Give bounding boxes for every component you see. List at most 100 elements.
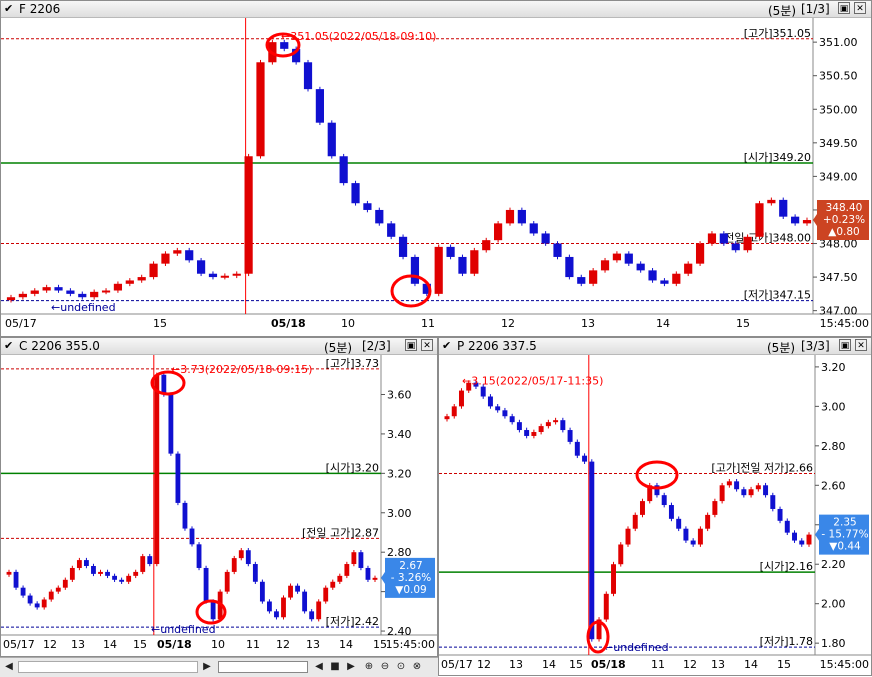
candle-body [470,250,479,274]
candle-body [466,382,472,391]
x-tick-label: 13 [509,658,523,671]
candle-body [147,556,153,565]
page-indicator: [2/3] [362,339,391,353]
x-tick-label: 05/18 [591,658,626,671]
x-tick-label: 11 [421,317,435,330]
panel-check-icon[interactable]: ✔ [4,339,14,352]
candle-body [495,406,501,411]
candle-body [90,291,99,298]
stop-icon[interactable]: ■ [330,661,340,672]
candle-body [196,260,206,274]
scroll-track[interactable] [18,661,198,673]
x-tick-label: 15 [736,317,750,330]
candle-body [565,256,574,278]
x-tick-label: 14 [542,658,556,671]
candle-body [755,485,761,490]
x-tick-label: 13 [581,317,595,330]
price-badge-text: 2.35 [833,517,856,529]
candle-body [684,263,693,274]
candle-body [516,422,522,431]
last-time-label: 15:45:00 [386,638,435,651]
y-tick-label: 350.50 [819,70,858,83]
panel-title: P 2206 337.5 [457,339,537,353]
zoom-reset-icon[interactable]: ⊗ [412,661,422,672]
scroll-slider[interactable] [218,661,308,673]
candle-body [18,293,27,298]
candle-body [55,587,61,592]
zoom-out-icon[interactable]: ⊖ [380,661,390,672]
candle-body [802,220,812,224]
candle-body [288,585,293,598]
maximize-icon[interactable]: ▣ [839,339,851,351]
candle-body [695,243,705,264]
x-tick-label: 12 [477,658,491,671]
y-tick-label: 3.60 [387,388,412,401]
y-tick-label: 2.20 [821,558,846,571]
candle-body [137,277,146,281]
close-icon[interactable]: ✕ [421,339,433,351]
close-icon[interactable]: ✕ [855,339,867,351]
x-tick-label: 10 [341,317,355,330]
candle-body [541,233,550,244]
y-tick-label: 347.50 [819,271,858,284]
panel-check-icon[interactable]: ✔ [4,2,14,15]
candle-body [323,587,329,602]
candle-body [647,485,653,502]
candlestick-chart[interactable]: 351.00350.50350.00349.50349.00348.50348.… [1,18,871,337]
level-label: [시가]349.20 [744,151,811,164]
price-badge-text: +0.23% [823,214,865,226]
candle-body [224,571,230,592]
candle-body [161,374,167,395]
candle-body [78,293,87,298]
level-label: [고가]3.73 [326,357,379,370]
panel-titlebar: ✔ P 2206 337.5 (5분) [3/3] ▣ ✕ [439,338,871,355]
candle-body [365,567,371,580]
candle-body [84,560,89,566]
candle-body [154,374,160,565]
y-tick-label: 349.00 [819,170,858,183]
zoom-fit-icon[interactable]: ⊙ [396,661,406,672]
y-tick-label: 347.00 [819,305,858,318]
x-tick-label: 13 [71,638,85,651]
maximize-icon[interactable]: ▣ [405,339,417,351]
candle-body [672,273,681,284]
panel-check-icon[interactable]: ✔ [442,339,452,352]
interval-label: (5분) [324,341,353,355]
scroll-right-icon[interactable]: ▶ [203,661,211,672]
candle-body [398,236,408,257]
panel-title: C 2206 355.0 [19,339,100,353]
candle-body [748,489,754,496]
maximize-icon[interactable]: ▣ [838,2,850,14]
candlestick-chart[interactable]: 3.203.002.802.602.402.202.001.80[고가]전일 저… [439,355,871,676]
zoom-in-icon[interactable]: ⊕ [364,661,374,672]
candle-body [232,273,241,276]
candle-body [168,394,174,454]
candle-body [697,528,703,545]
next-icon[interactable]: ▶ [347,661,355,672]
candle-body [632,514,638,529]
scroll-left-icon[interactable]: ◀ [5,661,13,672]
candle-body [42,287,51,291]
high-annotation: ←351.05(2022/05/18-09:10) [281,30,436,43]
x-tick-label: 12 [683,658,697,671]
candle-body [91,566,96,574]
candle-body [502,410,508,417]
candle-body [719,233,728,244]
candle-body [327,122,336,157]
prev-icon[interactable]: ◀ [315,661,323,672]
level-label: [저가]2.42 [326,615,379,628]
candlestick-chart[interactable]: 3.603.403.203.002.802.602.40[고가]3.73[시가]… [1,355,437,657]
x-tick-label: 14 [656,317,670,330]
candle-body [48,591,54,600]
candle-body [531,432,537,436]
candle-body [387,223,396,237]
close-icon[interactable]: ✕ [854,2,866,14]
candle-body [779,199,788,217]
candle-body [624,253,633,264]
x-tick-label: 12 [501,317,515,330]
panel-titlebar: ✔ F 2206 (5분) [1/3] ▣ ✕ [1,1,871,18]
chart-panel-p: ✔ P 2206 337.5 (5분) [3/3] ▣ ✕ 3.20 3.00 2.… [438,337,872,676]
candle-body [182,502,188,529]
candle-body [220,275,229,278]
candle-body [741,489,747,496]
